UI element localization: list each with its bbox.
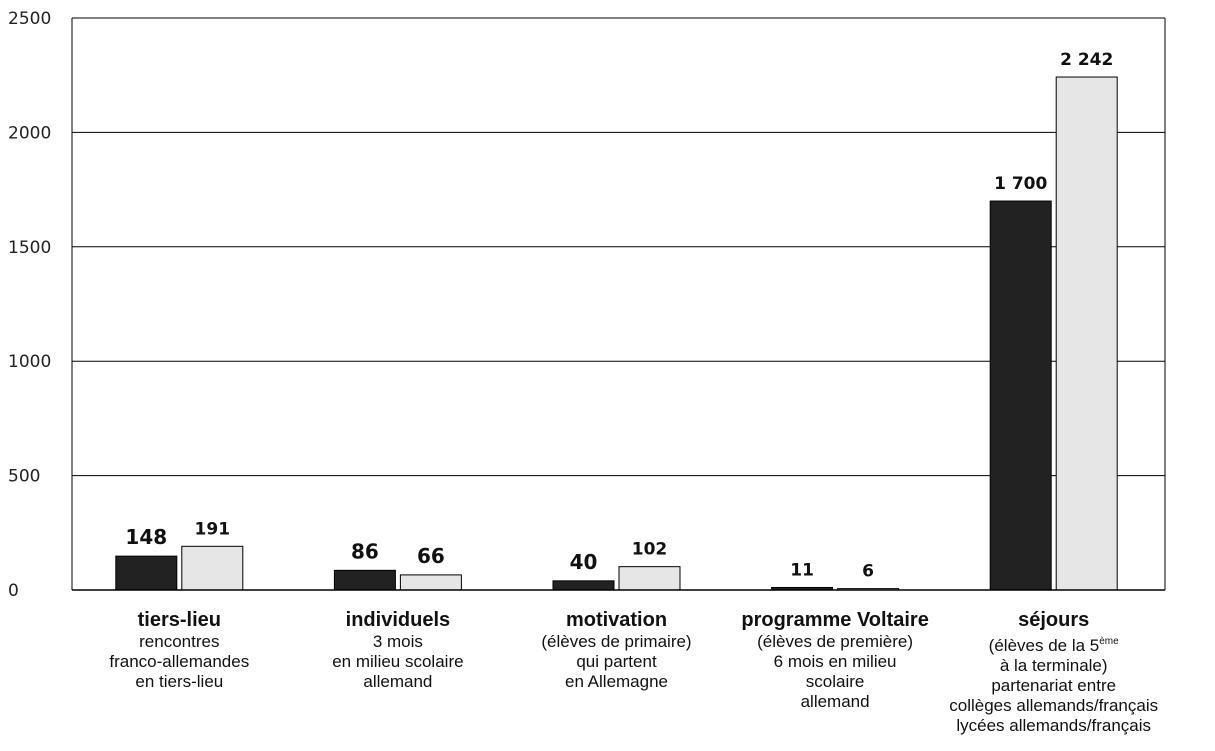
data-label: 11 <box>790 560 814 580</box>
category-description-line: allemand <box>800 692 870 711</box>
category-description-line: allemand <box>363 672 433 691</box>
category-label: individuels 3 mois en milieu scolaire allem… <box>278 609 518 692</box>
category-label: motivation (élèves de primaire) qui parten… <box>497 609 737 692</box>
bar-series-2 <box>618 566 681 591</box>
category-description-line: rencontres <box>139 632 220 651</box>
bar-series-2 <box>399 574 462 591</box>
bar-series-1 <box>115 555 178 591</box>
data-label: 2 242 <box>1060 50 1113 70</box>
y-tick-label: 0 <box>8 581 19 601</box>
category-description-line: scolaire <box>805 672 865 691</box>
category-title: séjours <box>1018 609 1090 631</box>
category-title: motivation <box>565 609 668 631</box>
category-label: tiers-lieu rencontres franco-allemandes en … <box>59 609 299 692</box>
category-description-line: (élèves de la 5ème <box>988 636 1119 655</box>
data-label: 66 <box>417 544 445 568</box>
bar-series-2 <box>181 545 244 591</box>
y-tick-label: 500 <box>8 467 40 487</box>
category-description-line: qui partent <box>576 652 657 671</box>
bar-series-1 <box>552 580 615 591</box>
data-label: 40 <box>570 550 598 574</box>
data-label: 86 <box>351 539 379 563</box>
data-label: 148 <box>125 525 167 549</box>
category-description-line: franco-allemandes <box>109 652 250 671</box>
category-description-line: en tiers-lieu <box>135 672 224 691</box>
category-description-line: en milieu scolaire <box>332 652 464 671</box>
category-description-line: (élèves de première) <box>757 632 914 651</box>
category-description-line: lycées allemands/français <box>956 716 1152 735</box>
data-label: 191 <box>195 519 231 539</box>
bar-series-1 <box>989 200 1052 591</box>
y-tick-label: 1000 <box>8 352 51 372</box>
category-title: individuels <box>345 609 451 631</box>
data-label: 102 <box>632 540 668 560</box>
category-description-line: 3 mois <box>372 632 423 651</box>
category-title: tiers-lieu <box>137 609 221 631</box>
y-tick-label: 2000 <box>8 123 51 143</box>
y-tick-label: 1500 <box>8 238 51 258</box>
category-title: programme Voltaire <box>741 609 929 631</box>
category-description-line: (élèves de primaire) <box>541 632 692 651</box>
category-description-line: 6 mois en milieu <box>773 652 897 671</box>
bar-series-1 <box>333 569 396 591</box>
category-description-line: partenariat entre <box>991 676 1117 695</box>
data-label: 1 700 <box>994 174 1047 194</box>
category-description-line: à la terminale) <box>999 656 1108 675</box>
category-label: programme Voltaire (élèves de première) 6 … <box>715 609 955 712</box>
category-label: séjours (élèves de la 5ème à la terminale)… <box>934 609 1174 736</box>
category-description-line: en Allemagne <box>564 672 669 691</box>
y-tick-label: 2500 <box>8 9 51 29</box>
category-description-line: collèges allemands/français <box>949 696 1159 715</box>
bar-series-2 <box>1055 76 1118 591</box>
data-label: 6 <box>862 562 874 582</box>
